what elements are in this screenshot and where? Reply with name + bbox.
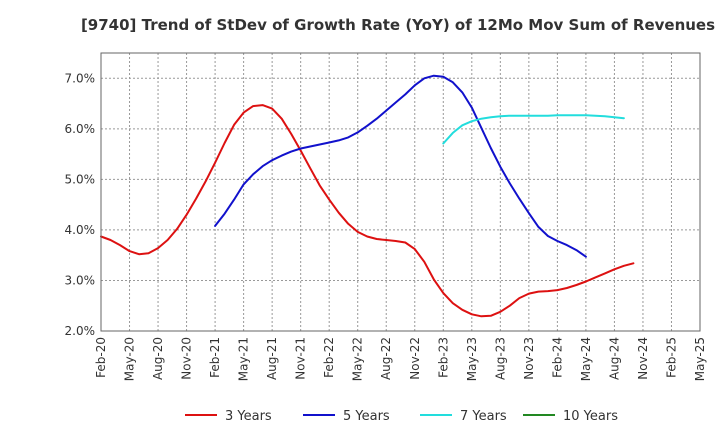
x-tick-label: Nov-21 bbox=[294, 337, 308, 380]
x-tick-label: May-25 bbox=[693, 337, 707, 381]
legend-label: 10 Years bbox=[563, 409, 618, 424]
y-axis-ticks: 2.0% 3.0% 4.0% 5.0% 6.0% 7.0% bbox=[65, 71, 96, 338]
x-tick-label: May-24 bbox=[579, 337, 593, 381]
y-tick-label: 2.0% bbox=[65, 324, 96, 338]
y-tick-label: 3.0% bbox=[65, 273, 96, 287]
x-tick-label: Nov-24 bbox=[636, 337, 650, 380]
x-tick-label: Aug-20 bbox=[151, 337, 165, 380]
series-line-5-years bbox=[214, 74, 587, 258]
x-tick-label: May-23 bbox=[465, 337, 479, 381]
x-tick-label: Aug-24 bbox=[607, 337, 621, 380]
legend-label: 5 Years bbox=[343, 409, 390, 424]
grid bbox=[101, 53, 700, 331]
x-tick-label: May-21 bbox=[237, 337, 251, 381]
y-tick-label: 7.0% bbox=[65, 71, 96, 85]
x-tick-label: Nov-23 bbox=[522, 337, 536, 380]
x-tick-label: May-22 bbox=[351, 337, 365, 381]
series-lines bbox=[100, 74, 635, 318]
x-tick-label: Feb-25 bbox=[664, 337, 678, 378]
chart-title: [9740] Trend of StDev of Growth Rate (Yo… bbox=[81, 16, 715, 34]
x-tick-label: May-20 bbox=[123, 337, 137, 381]
x-tick-label: Feb-21 bbox=[208, 337, 222, 378]
series-line-3-years bbox=[100, 104, 635, 318]
x-tick-label: Nov-20 bbox=[180, 337, 194, 380]
y-tick-label: 6.0% bbox=[65, 122, 96, 136]
x-tick-label: Feb-20 bbox=[94, 337, 108, 378]
legend-label: 3 Years bbox=[225, 409, 272, 424]
legend: 3 Years 5 Years 7 Years 10 Years bbox=[185, 409, 618, 424]
x-tick-label: Nov-22 bbox=[408, 337, 422, 380]
legend-label: 7 Years bbox=[460, 409, 507, 424]
plot-frame bbox=[100, 52, 701, 332]
x-tick-label: Feb-24 bbox=[550, 337, 564, 378]
y-tick-label: 5.0% bbox=[65, 172, 96, 186]
y-tick-label: 4.0% bbox=[65, 223, 96, 237]
x-tick-label: Feb-22 bbox=[322, 337, 336, 378]
x-axis-ticks: Feb-20 May-20 Aug-20 Nov-20 Feb-21 May-21 Aug-… bbox=[94, 337, 707, 381]
x-tick-label: Aug-22 bbox=[379, 337, 393, 380]
series-line-7-years bbox=[442, 114, 625, 145]
x-tick-label: Aug-23 bbox=[493, 337, 507, 380]
x-tick-label: Aug-21 bbox=[265, 337, 279, 380]
x-tick-label: Feb-23 bbox=[436, 337, 450, 378]
